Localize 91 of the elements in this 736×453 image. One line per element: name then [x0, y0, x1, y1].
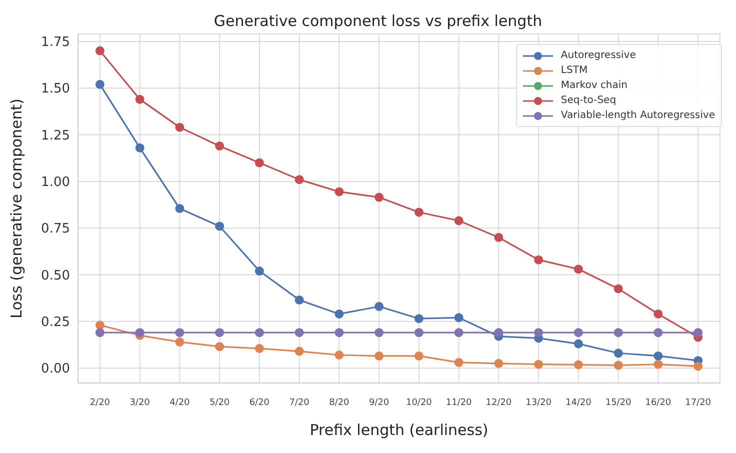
y-tick-label: 1.25 [41, 128, 70, 144]
point [254, 266, 264, 276]
x-tick-label: 15/20 [605, 398, 632, 408]
point [175, 122, 184, 132]
point [614, 348, 623, 358]
point [654, 360, 663, 369]
point [215, 342, 224, 352]
point [95, 46, 104, 56]
point [574, 339, 583, 348]
point [534, 255, 544, 264]
y-tick-label: 1.75 [41, 35, 70, 50]
legend-label: Markov chain [560, 80, 628, 91]
point [414, 314, 424, 324]
point [574, 360, 583, 370]
point [654, 328, 663, 338]
point [614, 328, 623, 338]
legend-label: Variable-length Autoregressive [560, 110, 715, 121]
legend-label: LSTM [560, 65, 588, 76]
point [334, 350, 344, 360]
point [334, 309, 344, 318]
x-tick-label: 13/20 [526, 398, 552, 408]
point [454, 358, 464, 367]
point [374, 328, 384, 338]
x-tick-label: 7/20 [289, 398, 310, 408]
x-tick-label: 8/20 [329, 398, 350, 408]
point [414, 208, 424, 217]
point [614, 284, 623, 294]
point [374, 192, 384, 202]
point [694, 362, 703, 371]
x-tick-label: 16/20 [645, 398, 672, 408]
point [574, 264, 583, 274]
point [294, 295, 304, 304]
point [215, 222, 224, 231]
point [215, 141, 224, 150]
point [534, 360, 544, 369]
point [654, 309, 663, 318]
legend-label: Autoregressive [560, 50, 636, 61]
point [294, 346, 304, 356]
point [95, 320, 104, 330]
point [135, 143, 144, 152]
point [334, 328, 344, 338]
y-axis-title: Loss (generative component) [7, 98, 26, 318]
point [614, 360, 623, 370]
point [175, 328, 184, 338]
point [374, 351, 384, 360]
point [215, 328, 224, 338]
point [135, 328, 144, 338]
chart-title: Generative component loss vs prefix length [214, 12, 542, 30]
point [294, 175, 304, 184]
point [414, 328, 424, 338]
x-tick-label: 5/20 [209, 398, 230, 408]
point [694, 328, 703, 338]
y-tick-label: 1.50 [41, 82, 70, 97]
x-tick-label: 3/20 [130, 398, 150, 408]
point [254, 344, 264, 353]
y-tick-label: 0.25 [41, 315, 70, 330]
point [374, 302, 384, 311]
x-tick-label: 9/20 [368, 398, 390, 408]
point [334, 187, 344, 196]
x-tick-label: 17/20 [685, 398, 712, 408]
x-tick-label: 10/20 [406, 398, 432, 408]
point [175, 204, 184, 213]
point [254, 328, 264, 338]
point [95, 80, 104, 89]
y-tick-label: 1.00 [41, 175, 70, 190]
point [574, 328, 583, 338]
x-tick-label: 14/20 [565, 398, 592, 408]
x-tick-label: 4/20 [170, 398, 190, 408]
point [494, 358, 504, 368]
y-tick-label: 0.00 [41, 362, 70, 377]
x-tick-label: 12/20 [486, 398, 512, 408]
point [494, 232, 504, 242]
point [454, 216, 464, 226]
point [294, 328, 304, 338]
x-tick-label: 6/20 [249, 398, 270, 408]
point [534, 328, 544, 338]
point [654, 351, 663, 360]
point [135, 94, 144, 104]
point [454, 328, 464, 338]
legend-label: Seq-to-Seq [560, 95, 616, 106]
x-tick-label: 11/20 [446, 398, 472, 408]
y-tick-label: 0.75 [41, 222, 70, 237]
point [494, 328, 504, 338]
x-axis-title: Prefix length (earliness) [310, 421, 488, 439]
point [454, 313, 464, 322]
x-tick-label: 2/20 [90, 398, 110, 408]
y-tick-label: 0.50 [41, 268, 70, 284]
point [175, 337, 184, 346]
point [254, 158, 264, 168]
point [95, 328, 104, 338]
point [414, 351, 424, 360]
